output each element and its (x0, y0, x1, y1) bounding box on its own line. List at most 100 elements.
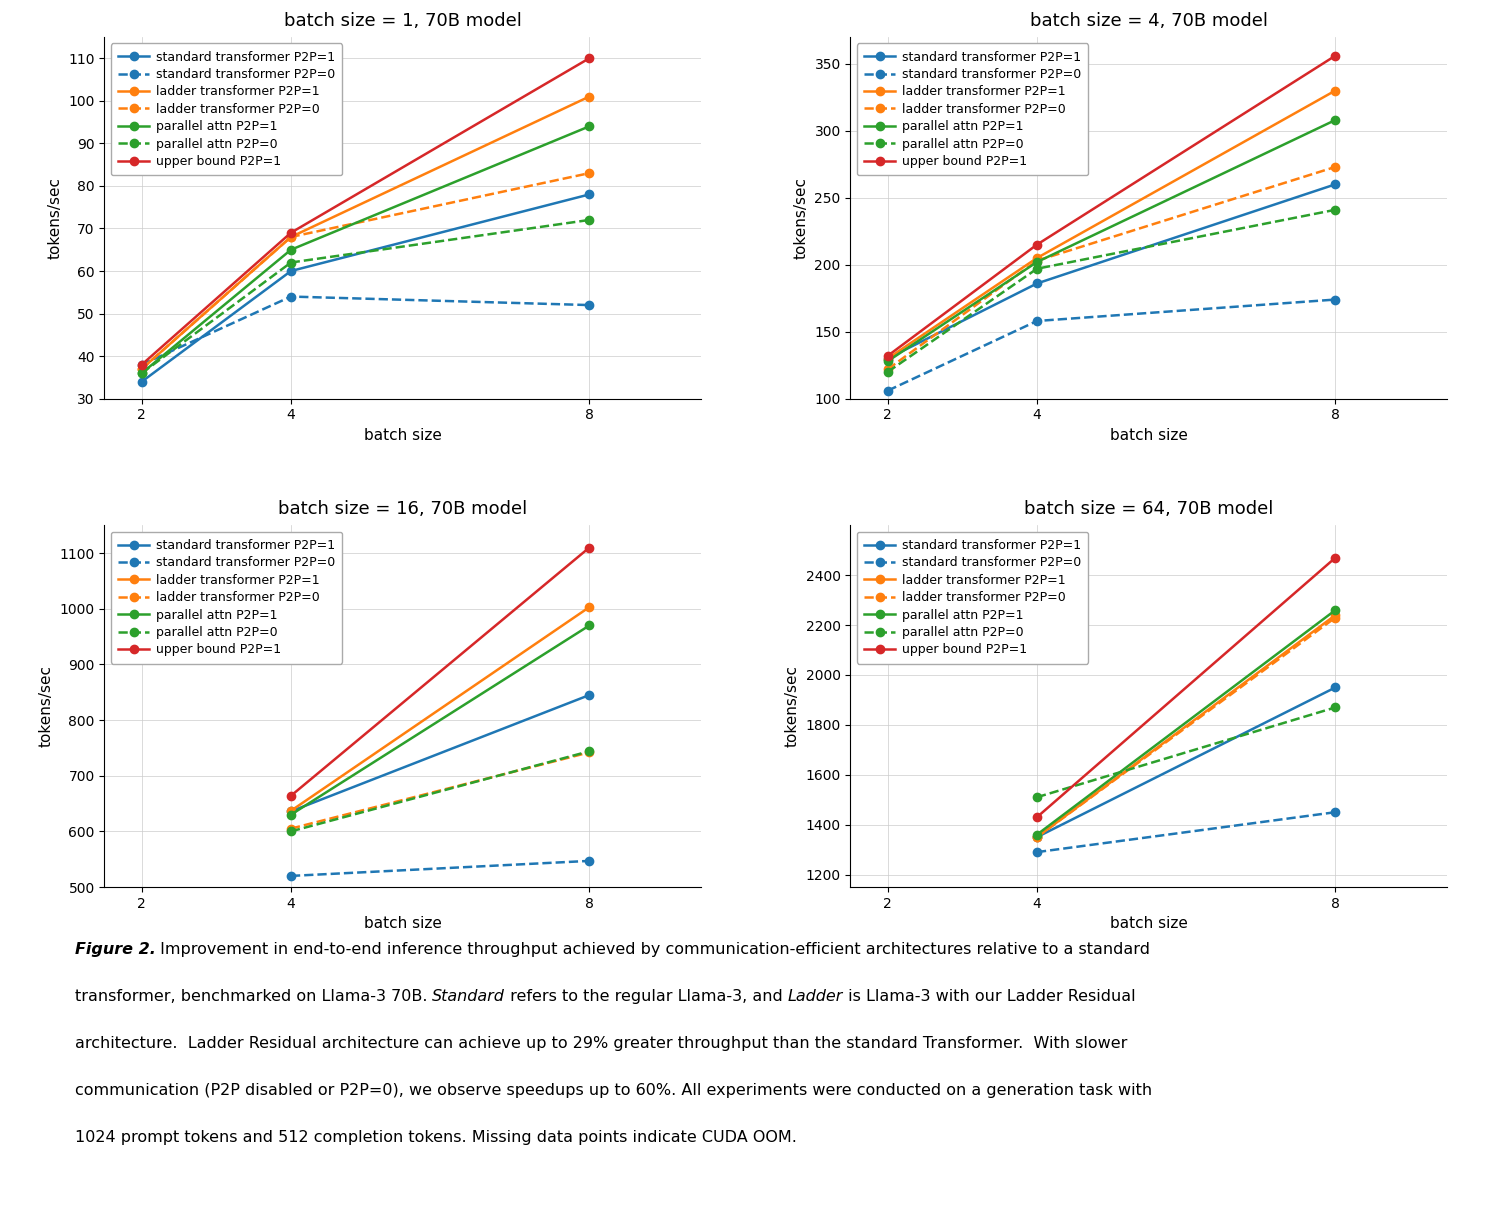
Text: 1024 prompt tokens and 512 completion tokens. Missing data points indicate CUDA : 1024 prompt tokens and 512 completion to… (75, 1130, 797, 1145)
upper bound P2P=1 (282, 225, 300, 240)
Line: upper bound P2P=1: upper bound P2P=1 (137, 54, 594, 368)
standard transformer P2P=1 (1028, 276, 1046, 291)
upper bound P2P=1 (580, 51, 598, 65)
parallel attn P2P=1 (1326, 602, 1344, 617)
parallel attn P2P=1 (879, 354, 897, 368)
standard transformer P2P=1 (879, 351, 897, 366)
ladder transformer P2P=1 (1028, 250, 1046, 265)
upper bound P2P=1 (879, 349, 897, 363)
Line: ladder transformer P2P=0: ladder transformer P2P=0 (883, 163, 1340, 373)
Text: architecture.  Ladder Residual architecture can achieve up to 29% greater throug: architecture. Ladder Residual architectu… (75, 1036, 1126, 1051)
X-axis label: batch size: batch size (1110, 428, 1188, 444)
Line: parallel attn P2P=0: parallel attn P2P=0 (883, 206, 1340, 376)
Line: standard transformer P2P=1: standard transformer P2P=1 (1032, 684, 1340, 841)
Text: Figure 2.: Figure 2. (75, 942, 155, 957)
ladder transformer P2P=1 (282, 803, 300, 818)
ladder transformer P2P=0 (282, 229, 300, 244)
Line: standard transformer P2P=0: standard transformer P2P=0 (1032, 808, 1340, 856)
parallel attn P2P=1 (282, 243, 300, 257)
X-axis label: batch size: batch size (364, 428, 442, 444)
Text: is Llama-3 with our Ladder Residual: is Llama-3 with our Ladder Residual (843, 989, 1135, 1004)
ladder transformer P2P=1 (879, 351, 897, 366)
parallel attn P2P=0 (282, 824, 300, 839)
Text: refers to the regular Llama-3, and: refers to the regular Llama-3, and (506, 989, 788, 1004)
Line: standard transformer P2P=1: standard transformer P2P=1 (883, 180, 1340, 362)
standard transformer P2P=0 (1326, 292, 1344, 307)
upper bound P2P=1 (1028, 809, 1046, 824)
standard transformer P2P=1 (282, 264, 300, 278)
parallel attn P2P=0 (1028, 261, 1046, 276)
Line: standard transformer P2P=0: standard transformer P2P=0 (883, 296, 1340, 394)
standard transformer P2P=1 (133, 375, 151, 389)
parallel attn P2P=1 (1326, 112, 1344, 127)
ladder transformer P2P=0 (1028, 830, 1046, 845)
Title: batch size = 1, 70B model: batch size = 1, 70B model (283, 12, 522, 30)
ladder transformer P2P=1 (1028, 830, 1046, 845)
Line: parallel attn P2P=0: parallel attn P2P=0 (137, 216, 594, 377)
upper bound P2P=1 (133, 357, 151, 372)
standard transformer P2P=1 (580, 187, 598, 202)
ladder transformer P2P=0 (879, 362, 897, 377)
ladder transformer P2P=0 (580, 745, 598, 760)
standard transformer P2P=0 (1028, 314, 1046, 329)
Y-axis label: tokens/sec: tokens/sec (785, 665, 800, 747)
Line: ladder transformer P2P=1: ladder transformer P2P=1 (883, 86, 1340, 362)
Y-axis label: tokens/sec: tokens/sec (794, 177, 809, 259)
standard transformer P2P=1 (282, 804, 300, 819)
standard transformer P2P=1 (1028, 830, 1046, 845)
ladder transformer P2P=1 (580, 89, 598, 103)
Line: standard transformer P2P=1: standard transformer P2P=1 (137, 190, 594, 386)
parallel attn P2P=1 (1028, 827, 1046, 841)
ladder transformer P2P=1 (282, 229, 300, 244)
upper bound P2P=1 (1028, 238, 1046, 253)
ladder transformer P2P=0 (1326, 159, 1344, 174)
standard transformer P2P=1 (1326, 680, 1344, 695)
Line: upper bound P2P=1: upper bound P2P=1 (883, 52, 1340, 360)
X-axis label: batch size: batch size (364, 917, 442, 931)
parallel attn P2P=0 (580, 213, 598, 228)
Line: ladder transformer P2P=1: ladder transformer P2P=1 (1032, 611, 1340, 841)
upper bound P2P=1 (1326, 48, 1344, 63)
Legend: standard transformer P2P=1, standard transformer P2P=0, ladder transformer P2P=1: standard transformer P2P=1, standard tra… (110, 43, 343, 175)
ladder transformer P2P=0 (580, 166, 598, 181)
Legend: standard transformer P2P=1, standard transformer P2P=0, ladder transformer P2P=1: standard transformer P2P=1, standard tra… (110, 531, 343, 664)
standard transformer P2P=0 (1326, 804, 1344, 819)
Text: Standard: Standard (433, 989, 506, 1004)
parallel attn P2P=0 (580, 744, 598, 759)
ladder transformer P2P=0 (282, 822, 300, 837)
standard transformer P2P=0 (133, 357, 151, 372)
parallel attn P2P=0 (282, 255, 300, 270)
standard transformer P2P=0 (580, 298, 598, 313)
Text: communication (P2P disabled or P2P=0), we observe speedups up to 60%. All experi: communication (P2P disabled or P2P=0), w… (75, 1083, 1152, 1098)
Line: ladder transformer P2P=0: ladder transformer P2P=0 (286, 748, 594, 833)
standard transformer P2P=1 (1326, 177, 1344, 192)
Line: ladder transformer P2P=1: ladder transformer P2P=1 (137, 92, 594, 373)
Line: ladder transformer P2P=1: ladder transformer P2P=1 (286, 602, 594, 814)
parallel attn P2P=0 (1028, 790, 1046, 804)
parallel attn P2P=1 (282, 807, 300, 822)
parallel attn P2P=0 (1326, 202, 1344, 217)
Line: parallel attn P2P=1: parallel attn P2P=1 (137, 122, 594, 377)
Title: batch size = 4, 70B model: batch size = 4, 70B model (1029, 12, 1268, 30)
Text: Improvement in end-to-end inference throughput achieved by communication-efficie: Improvement in end-to-end inference thro… (155, 942, 1150, 957)
parallel attn P2P=1 (1028, 255, 1046, 270)
Line: ladder transformer P2P=0: ladder transformer P2P=0 (137, 169, 594, 373)
upper bound P2P=1 (1326, 551, 1344, 565)
Y-axis label: tokens/sec: tokens/sec (48, 177, 63, 259)
Legend: standard transformer P2P=1, standard transformer P2P=0, ladder transformer P2P=1: standard transformer P2P=1, standard tra… (856, 43, 1089, 175)
ladder transformer P2P=1 (1326, 607, 1344, 622)
Line: parallel attn P2P=0: parallel attn P2P=0 (1032, 703, 1340, 801)
Line: standard transformer P2P=0: standard transformer P2P=0 (286, 856, 594, 880)
Line: ladder transformer P2P=0: ladder transformer P2P=0 (1032, 614, 1340, 841)
ladder transformer P2P=0 (1028, 254, 1046, 269)
standard transformer P2P=0 (282, 290, 300, 304)
ladder transformer P2P=1 (1326, 83, 1344, 97)
Title: batch size = 16, 70B model: batch size = 16, 70B model (278, 500, 528, 519)
ladder transformer P2P=1 (133, 361, 151, 376)
Text: transformer, benchmarked on Llama-3 70B.: transformer, benchmarked on Llama-3 70B. (75, 989, 433, 1004)
Line: upper bound P2P=1: upper bound P2P=1 (286, 543, 594, 800)
standard transformer P2P=0 (1028, 845, 1046, 860)
Line: standard transformer P2P=1: standard transformer P2P=1 (286, 691, 594, 816)
parallel attn P2P=0 (879, 365, 897, 379)
Line: parallel attn P2P=1: parallel attn P2P=1 (883, 116, 1340, 366)
